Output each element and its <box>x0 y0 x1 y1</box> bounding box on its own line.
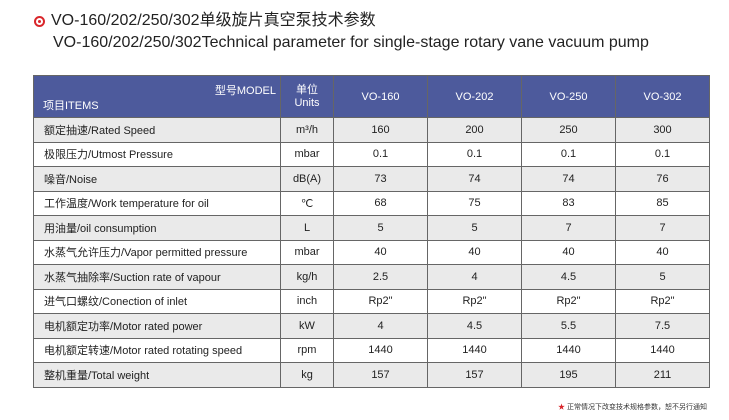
value-cell: 0.1 <box>427 141 522 167</box>
value-cell: 74 <box>521 166 616 192</box>
units-header: 单位 Units <box>280 75 334 118</box>
unit-cell: kg <box>280 362 334 388</box>
value-cell: 5 <box>427 215 522 241</box>
unit-cell: kW <box>280 313 334 339</box>
model-label: 型号MODEL <box>214 85 276 97</box>
value-cell: 4 <box>333 313 428 339</box>
table-row: 水蒸气抽除率/Suction rate of vapour kg/h 2.5 4 4.5… <box>33 264 710 290</box>
unit-cell: kg/h <box>280 264 334 290</box>
item-cell: 极限压力/Utmost Pressure <box>33 141 281 167</box>
value-cell: 40 <box>521 239 616 265</box>
unit-cell: dB(A) <box>280 166 334 192</box>
table-row: 用油量/oil consumption L 5 5 7 7 <box>33 215 710 241</box>
value-cell: Rp2" <box>521 288 616 314</box>
model-header-vo250: VO-250 <box>521 75 616 118</box>
value-cell: 1440 <box>333 337 428 363</box>
item-cell: 电机额定功率/Motor rated power <box>33 313 281 339</box>
value-cell: 7.5 <box>615 313 710 339</box>
unit-cell: rpm <box>280 337 334 363</box>
value-cell: 157 <box>427 362 522 388</box>
unit-cell: mbar <box>280 141 334 167</box>
value-cell: 160 <box>333 117 428 143</box>
unit-cell: mbar <box>280 239 334 265</box>
item-cell: 电机额定转速/Motor rated rotating speed <box>33 337 281 363</box>
value-cell: 7 <box>615 215 710 241</box>
value-cell: 200 <box>427 117 522 143</box>
value-cell: 76 <box>615 166 710 192</box>
table-row: 电机额定功率/Motor rated power kW 4 4.5 5.5 7.5 <box>33 313 710 339</box>
value-cell: 5 <box>615 264 710 290</box>
table-row: 电机额定转速/Motor rated rotating speed rpm 1440… <box>33 337 710 363</box>
item-cell: 工作温度/Work temperature for oil <box>33 190 281 216</box>
value-cell: 250 <box>521 117 616 143</box>
value-cell: 1440 <box>615 337 710 363</box>
item-cell: 用油量/oil consumption <box>33 215 281 241</box>
title-en: VO-160/202/250/302Technical parameter fo… <box>53 34 649 51</box>
item-cell: 水蒸气抽除率/Suction rate of vapour <box>33 264 281 290</box>
value-cell: 5.5 <box>521 313 616 339</box>
item-cell: 额定抽速/Rated Speed <box>33 117 281 143</box>
value-cell: 73 <box>333 166 428 192</box>
value-cell: 1440 <box>521 337 616 363</box>
value-cell: 4 <box>427 264 522 290</box>
items-label: 项目ITEMS <box>43 100 99 112</box>
units-cn: 单位 <box>296 83 318 96</box>
value-cell: 75 <box>427 190 522 216</box>
value-cell: 2.5 <box>333 264 428 290</box>
footnote-text: 正常情况下改变技术规格参数，恕不另行通知 <box>567 404 707 411</box>
units-en: Units <box>294 96 320 109</box>
value-cell: Rp2" <box>427 288 522 314</box>
title-line-1: VO-160/202/250/302单级旋片真空泵技术参数 <box>34 10 724 32</box>
value-cell: 0.1 <box>333 141 428 167</box>
value-cell: 1440 <box>427 337 522 363</box>
table-row: 噪音/Noise dB(A) 73 74 74 76 <box>33 166 710 192</box>
item-cell: 进气口螺纹/Conection of inlet <box>33 288 281 314</box>
value-cell: Rp2" <box>615 288 710 314</box>
value-cell: 40 <box>333 239 428 265</box>
value-cell: 300 <box>615 117 710 143</box>
item-cell: 噪音/Noise <box>33 166 281 192</box>
value-cell: 85 <box>615 190 710 216</box>
value-cell: 0.1 <box>615 141 710 167</box>
footnote: ★ 正常情况下改变技术规格参数，恕不另行通知 <box>558 402 707 412</box>
value-cell: 211 <box>615 362 710 388</box>
model-header-vo202: VO-202 <box>427 75 522 118</box>
value-cell: 5 <box>333 215 428 241</box>
table-row: 极限压力/Utmost Pressure mbar 0.1 0.1 0.1 0.1 <box>33 141 710 167</box>
value-cell: Rp2" <box>333 288 428 314</box>
value-cell: 157 <box>333 362 428 388</box>
unit-cell: m³/h <box>280 117 334 143</box>
table-row: 进气口螺纹/Conection of inlet inch Rp2" Rp2" Rp2"… <box>33 288 710 314</box>
spec-table: 型号MODEL 项目ITEMS 单位 Units VO-160 VO-202 V… <box>33 75 710 388</box>
corner-header: 型号MODEL 项目ITEMS <box>33 75 281 118</box>
value-cell: 7 <box>521 215 616 241</box>
value-cell: 195 <box>521 362 616 388</box>
star-icon: ★ <box>558 404 566 411</box>
value-cell: 74 <box>427 166 522 192</box>
item-cell: 水蒸气允许压力/Vapor permitted pressure <box>33 239 281 265</box>
model-header-vo160: VO-160 <box>333 75 428 118</box>
table-row: 水蒸气允许压力/Vapor permitted pressure mbar 40 40… <box>33 239 710 265</box>
header-row: 型号MODEL 项目ITEMS 单位 Units VO-160 VO-202 V… <box>33 75 710 118</box>
value-cell: 40 <box>427 239 522 265</box>
item-cell: 整机重量/Total weight <box>33 362 281 388</box>
value-cell: 40 <box>615 239 710 265</box>
table-row: 额定抽速/Rated Speed m³/h 160 200 250 300 <box>33 117 710 143</box>
title-block: VO-160/202/250/302单级旋片真空泵技术参数 VO-160/202… <box>34 10 724 54</box>
title-cn: VO-160/202/250/302单级旋片真空泵技术参数 <box>51 12 376 29</box>
unit-cell: inch <box>280 288 334 314</box>
value-cell: 4.5 <box>427 313 522 339</box>
value-cell: 68 <box>333 190 428 216</box>
table-row: 工作温度/Work temperature for oil ℃ 68 75 83 85 <box>33 190 710 216</box>
value-cell: 4.5 <box>521 264 616 290</box>
model-header-vo302: VO-302 <box>615 75 710 118</box>
value-cell: 83 <box>521 190 616 216</box>
unit-cell: L <box>280 215 334 241</box>
bullet-circle-icon <box>34 15 45 27</box>
value-cell: 0.1 <box>521 141 616 167</box>
unit-cell: ℃ <box>280 190 334 216</box>
table-row: 整机重量/Total weight kg 157 157 195 211 <box>33 362 710 388</box>
